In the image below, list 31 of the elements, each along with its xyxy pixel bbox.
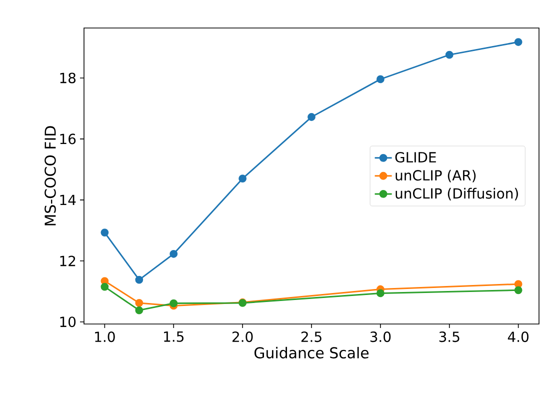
point: [100, 228, 109, 236]
y-axis-title: MS-COCO FID: [44, 126, 56, 226]
point: [170, 250, 178, 258]
legend-label: GLIDE: [395, 152, 436, 163]
x-tick-label: 3.5: [439, 332, 460, 342]
point: [135, 276, 144, 284]
x-tick-label: 4.0: [508, 332, 528, 342]
point: [376, 75, 384, 84]
point: [135, 299, 144, 307]
y-tick-label: 16: [60, 134, 76, 144]
x-tick-label: 1.0: [95, 332, 115, 342]
point: [376, 289, 384, 298]
x-tick-label: 1.5: [164, 332, 184, 342]
point: [100, 282, 109, 291]
point: [170, 299, 178, 308]
x-tick-label: 2.5: [301, 332, 322, 342]
x-tick-label: 3.0: [370, 332, 391, 342]
legend-label: unCLIP (Diffusion): [396, 188, 518, 200]
point: [308, 113, 316, 121]
y-tick-label: 18: [60, 72, 76, 84]
x-axis-title: Guidance Scale: [254, 346, 369, 358]
y-tick-label: 14: [60, 194, 76, 206]
y-tick-label: 12: [60, 256, 76, 266]
point: [514, 38, 522, 46]
point: [238, 174, 247, 183]
point: [445, 50, 454, 59]
point: [135, 306, 144, 314]
legend-label: unCLIP (AR): [396, 170, 476, 182]
x-tick-label: 2.0: [232, 332, 253, 342]
y-tick-label: 10: [60, 316, 76, 328]
point: [514, 286, 522, 294]
